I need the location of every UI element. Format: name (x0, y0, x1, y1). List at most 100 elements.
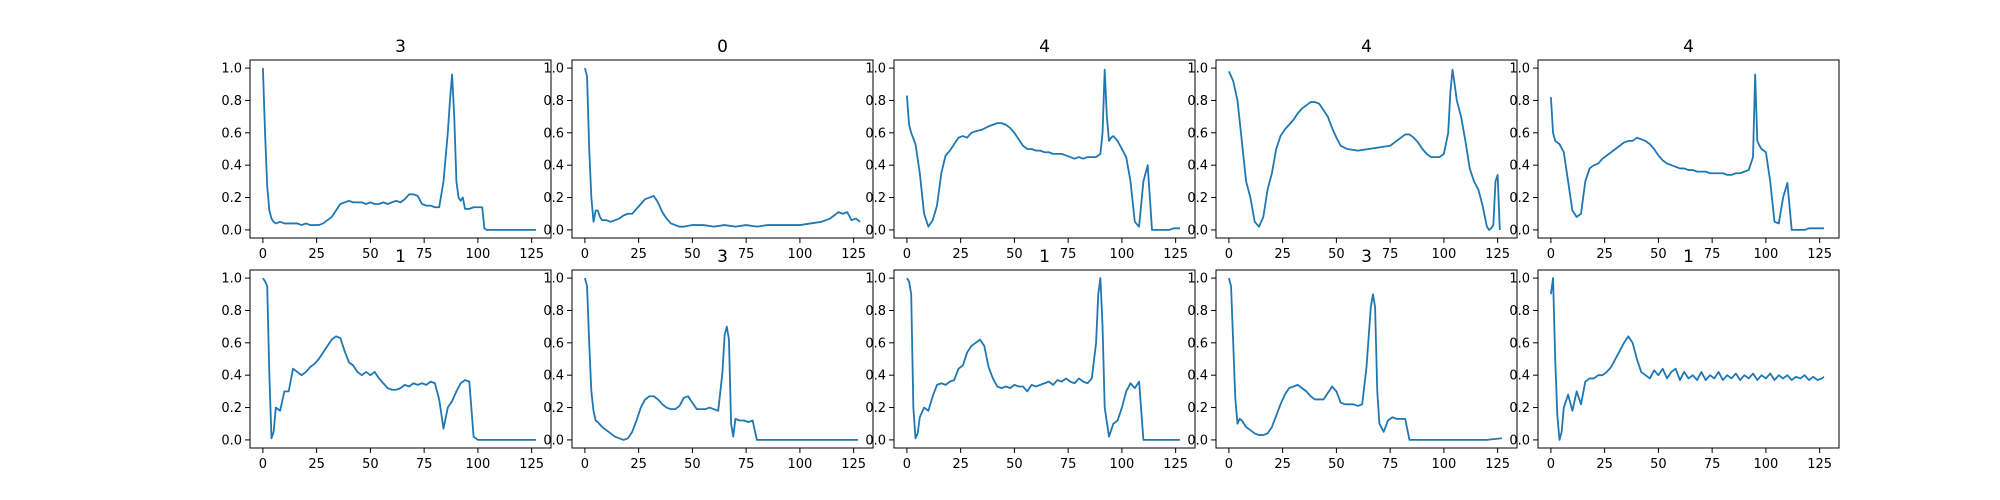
x-tick-label: 50 (1328, 457, 1345, 472)
x-tick-label: 25 (1596, 457, 1613, 472)
x-tick-label: 0 (1547, 457, 1555, 472)
y-tick-label: 0.4 (221, 369, 242, 384)
x-tick-label: 125 (519, 457, 544, 472)
x-tick-label: 0 (259, 247, 267, 262)
plot-frame (249, 269, 552, 449)
series-line (906, 68, 1180, 231)
y-tick-label: 0.6 (1187, 126, 1208, 141)
x-tick-label: 25 (1596, 247, 1613, 262)
y-tick-label: 0.2 (865, 401, 886, 416)
y-tick-label: 0.4 (865, 369, 886, 384)
x-tick-label: 125 (1485, 457, 1510, 472)
subplot-title: 1 (1039, 247, 1050, 267)
x-tick-label: 75 (1704, 457, 1721, 472)
y-tick-label: 0.4 (1509, 369, 1530, 384)
y-tick-label: 0.2 (1509, 401, 1530, 416)
y-tick-label: 0.4 (543, 369, 564, 384)
x-tick-label: 75 (738, 457, 755, 472)
y-tick-label: 0.0 (1187, 223, 1208, 238)
subplot-title: 4 (1361, 37, 1372, 57)
x-tick-label: 50 (1006, 457, 1023, 472)
x-tick-label: 50 (362, 247, 379, 262)
y-tick-label: 1.0 (1187, 62, 1208, 77)
x-tick-label: 100 (1753, 247, 1778, 262)
y-tick-label: 0.6 (543, 336, 564, 351)
y-tick-label: 0.2 (1509, 191, 1530, 206)
y-tick-label: 0.0 (865, 223, 886, 238)
y-tick-label: 0.6 (865, 336, 886, 351)
series-line (262, 277, 536, 441)
subplot-5: 1 0 25 50 75 100 125 0.0 0.2 0.4 0.6 0.8 1.0 (221, 247, 552, 472)
subplot-9: 1 0 25 50 75 100 125 0.0 0.2 0.4 0.6 0.8 1.0 (1509, 247, 1840, 472)
y-tick-label: 1.0 (221, 62, 242, 77)
y-tick-label: 0.2 (543, 401, 564, 416)
y-tick-label: 0.8 (543, 304, 564, 319)
x-tick-label: 125 (1163, 247, 1188, 262)
plot-frame (893, 59, 1196, 239)
x-tick-label: 25 (630, 247, 647, 262)
x-tick-label: 100 (787, 457, 812, 472)
x-tick-label: 50 (684, 457, 701, 472)
x-tick-label: 25 (952, 247, 969, 262)
x-tick-label: 125 (1807, 247, 1832, 262)
y-tick-label: 0.2 (221, 401, 242, 416)
y-tick-label: 0.6 (1509, 336, 1530, 351)
y-tick-label: 0.4 (1187, 159, 1208, 174)
x-tick-label: 125 (841, 457, 866, 472)
x-tick-label: 50 (1650, 457, 1667, 472)
subplot-6: 3 0 25 50 75 100 125 0.0 0.2 0.4 0.6 0.8 1.0 (543, 247, 874, 472)
subplot-0: 3 0 25 50 75 100 125 0.0 0.2 0.4 0.6 0.8 1.0 (221, 37, 552, 262)
plot-frame (893, 269, 1196, 449)
plot-frame (571, 59, 874, 239)
y-tick-label: 0.4 (221, 159, 242, 174)
y-tick-label: 0.4 (1187, 369, 1208, 384)
series-line (906, 277, 1180, 441)
x-tick-label: 0 (581, 247, 589, 262)
subplot-title: 4 (1683, 37, 1694, 57)
y-tick-label: 0.6 (865, 126, 886, 141)
x-tick-label: 0 (903, 457, 911, 472)
y-tick-label: 0.2 (221, 191, 242, 206)
x-tick-label: 125 (1163, 457, 1188, 472)
x-tick-label: 75 (1382, 247, 1399, 262)
x-tick-label: 25 (1274, 457, 1291, 472)
y-tick-label: 1.0 (865, 62, 886, 77)
x-tick-label: 100 (1109, 247, 1134, 262)
series-line (584, 277, 858, 441)
y-tick-label: 0.0 (543, 223, 564, 238)
x-tick-label: 25 (952, 457, 969, 472)
y-tick-label: 0.8 (1187, 304, 1208, 319)
plot-frame (1537, 269, 1840, 449)
series-line (262, 68, 536, 231)
y-tick-label: 0.6 (543, 126, 564, 141)
x-tick-label: 125 (519, 247, 544, 262)
y-tick-label: 0.8 (1187, 94, 1208, 109)
plot-frame (1537, 59, 1840, 239)
y-tick-label: 1.0 (1509, 272, 1530, 287)
x-tick-label: 0 (1225, 457, 1233, 472)
y-tick-label: 1.0 (1187, 272, 1208, 287)
y-tick-label: 0.0 (1187, 433, 1208, 448)
y-tick-label: 0.6 (1187, 336, 1208, 351)
x-tick-label: 25 (308, 247, 325, 262)
subplot-title: 3 (1361, 247, 1372, 267)
x-tick-label: 75 (416, 457, 433, 472)
y-tick-label: 1.0 (221, 272, 242, 287)
series-line (1228, 68, 1501, 231)
x-tick-label: 75 (1060, 457, 1077, 472)
x-tick-label: 0 (259, 457, 267, 472)
x-tick-label: 100 (465, 457, 490, 472)
x-tick-label: 125 (841, 247, 866, 262)
y-tick-label: 0.2 (1187, 191, 1208, 206)
subplot-8: 3 0 25 50 75 100 125 0.0 0.2 0.4 0.6 0.8 1.0 (1187, 247, 1518, 472)
x-tick-label: 0 (1547, 247, 1555, 262)
x-tick-label: 75 (738, 247, 755, 262)
plot-frame (1215, 269, 1518, 449)
x-tick-label: 75 (416, 247, 433, 262)
x-tick-label: 0 (581, 457, 589, 472)
x-tick-label: 100 (1109, 457, 1134, 472)
subplot-1: 0 0 25 50 75 100 125 0.0 0.2 0.4 0.6 0.8 1.0 (543, 37, 874, 262)
x-tick-label: 50 (1006, 247, 1023, 262)
subplot-title: 1 (1683, 247, 1694, 267)
y-tick-label: 0.8 (865, 94, 886, 109)
